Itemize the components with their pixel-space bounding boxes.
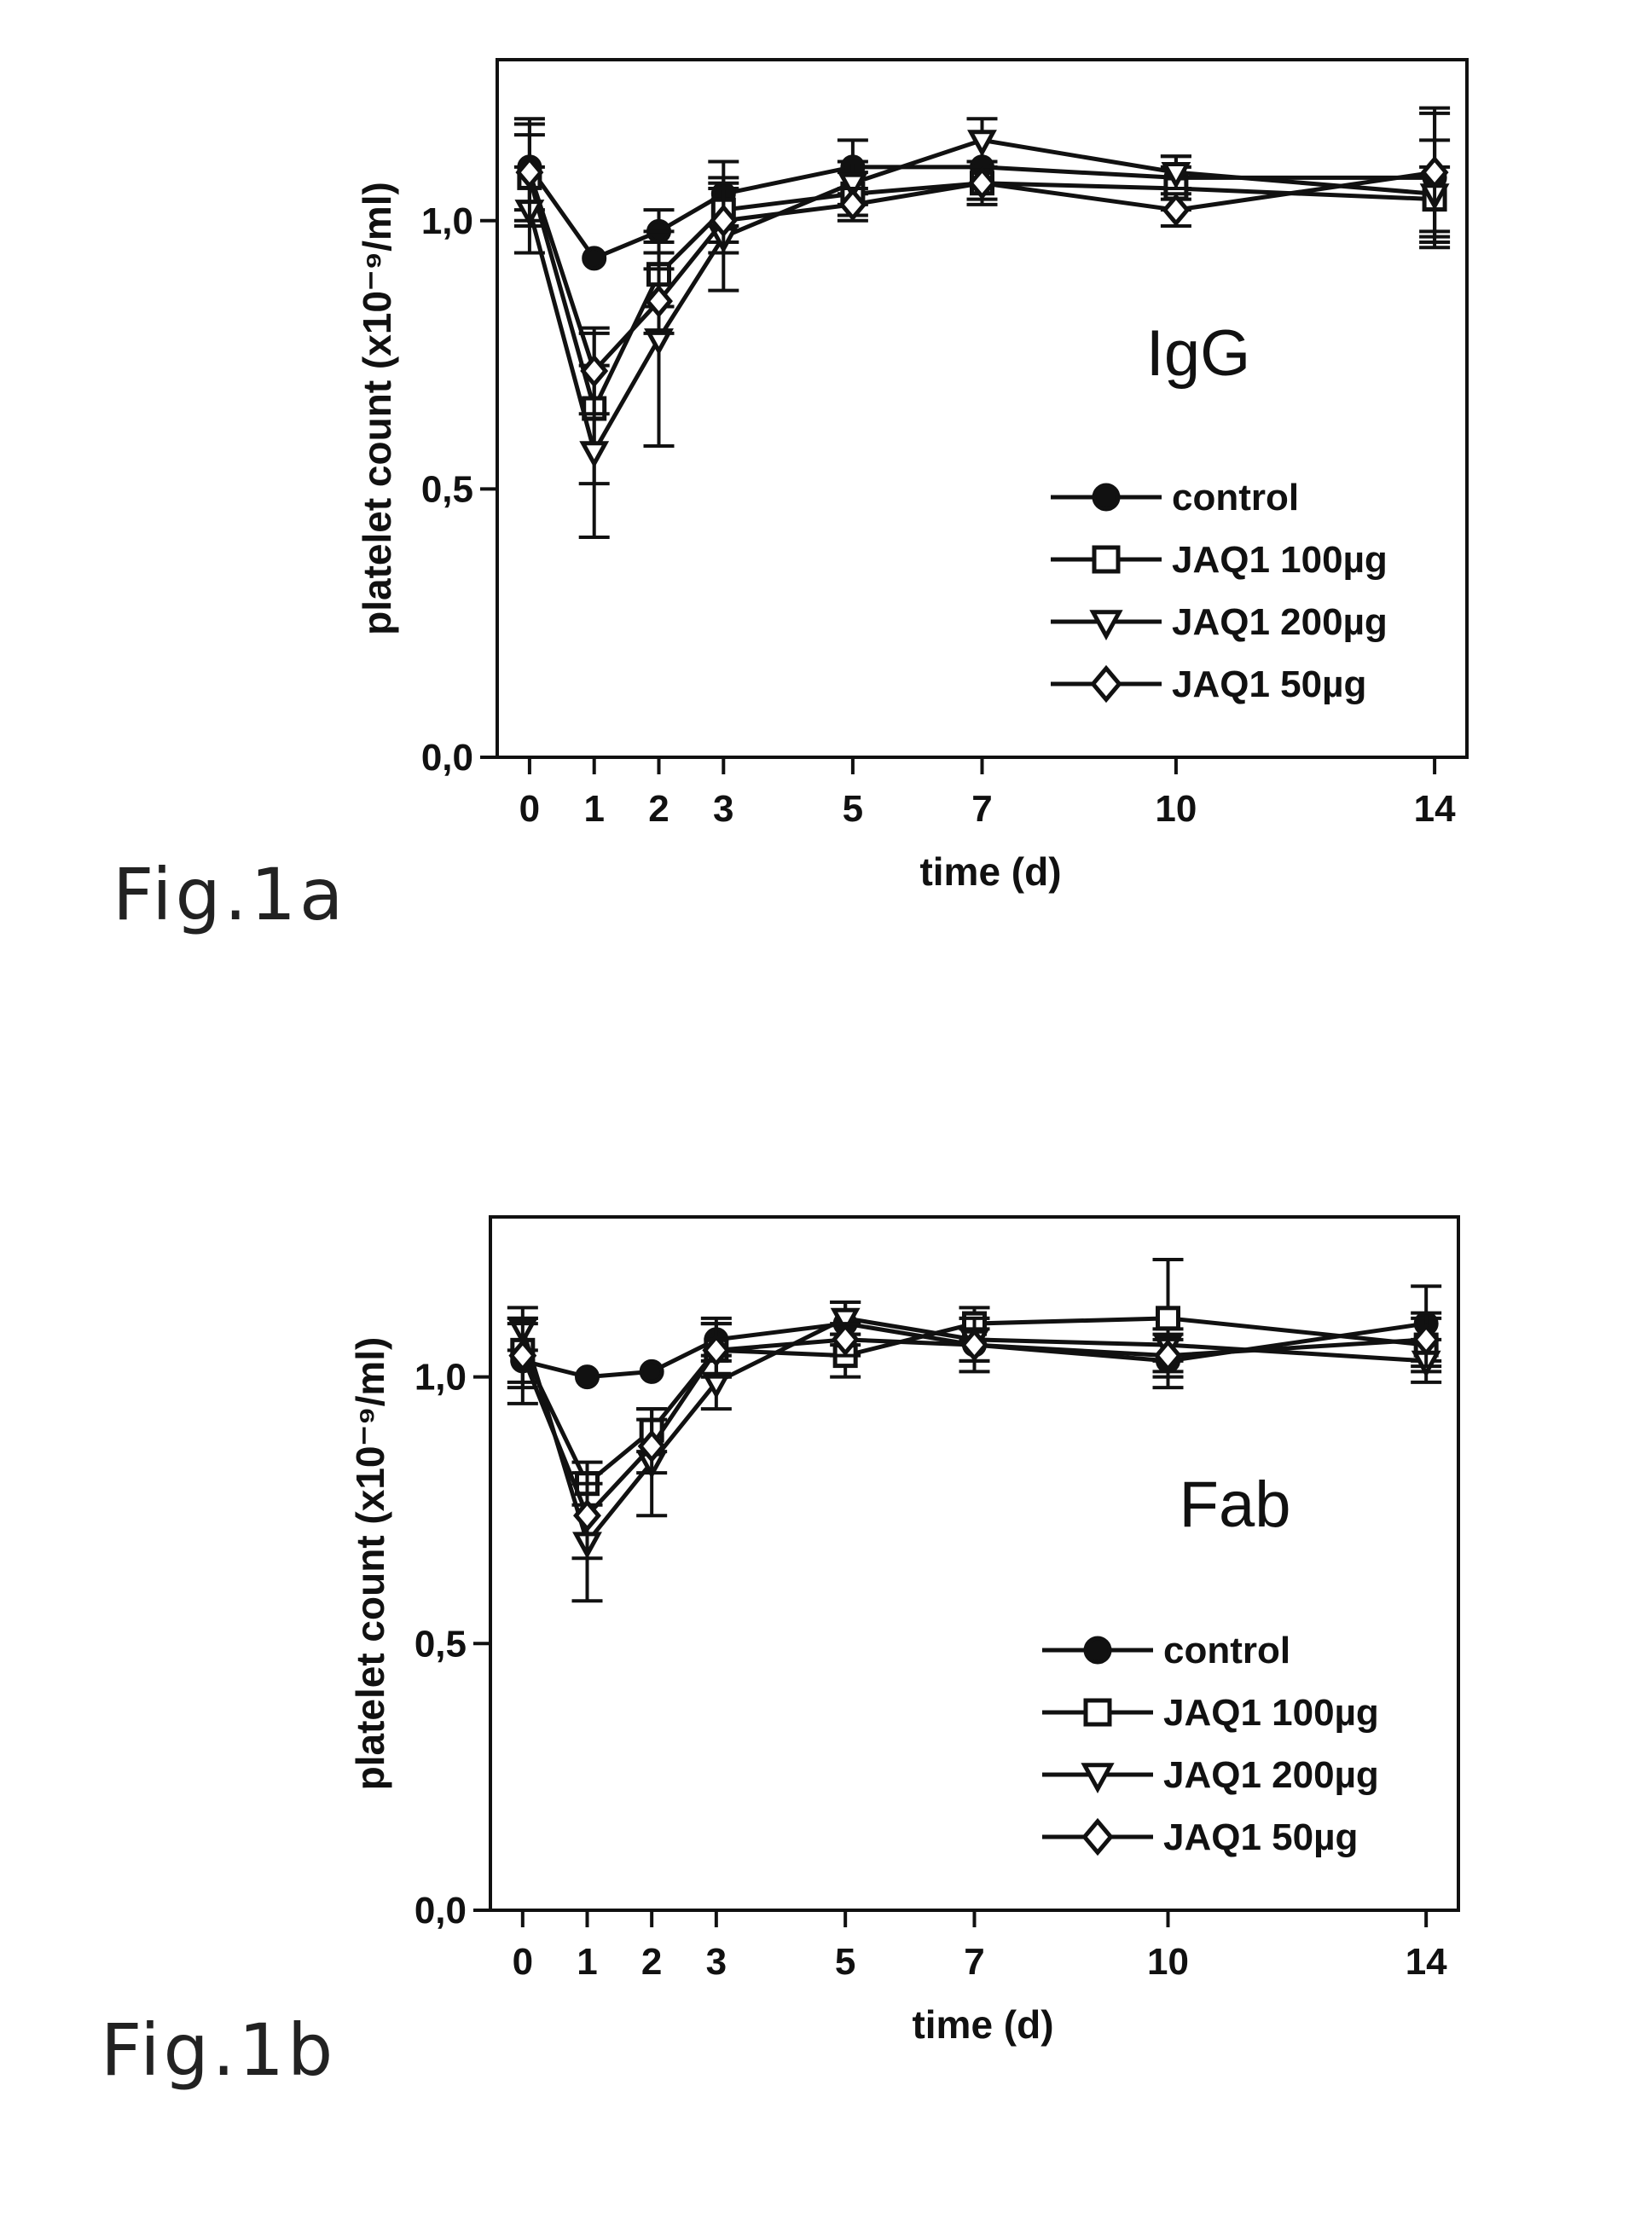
x-tick-label: 0 [513, 1941, 533, 1983]
x-tick-label: 3 [706, 1941, 727, 1983]
y-tick-label: 0,0 [414, 1890, 467, 1932]
x-tick-label: 2 [641, 1941, 662, 1983]
x-tick-label: 5 [843, 788, 863, 830]
x-tick-label: 2 [648, 788, 669, 830]
data-point [641, 1361, 662, 1382]
legend-marker [1086, 1638, 1110, 1662]
y-axis-title: platelet count (x10⁻⁹/ml) [355, 182, 399, 635]
y-tick-label: 0,5 [414, 1623, 467, 1665]
x-tick-label: 14 [1406, 1941, 1447, 1983]
x-tick-label: 3 [713, 788, 733, 830]
x-axis-title: time (d) [912, 2002, 1053, 2047]
x-tick-label: 5 [835, 1941, 855, 1983]
y-axis-title: platelet count (x10⁻⁹/ml) [348, 1337, 392, 1791]
y-tick-label: 1,0 [421, 200, 473, 242]
series-3 [507, 1313, 1441, 1559]
x-tick-label: 7 [971, 788, 992, 830]
figure-label: Fig.1b [101, 2008, 336, 2092]
legend-marker [1085, 1765, 1111, 1789]
x-tick-label: 1 [577, 1941, 597, 1983]
chart-1a-svg: 0,0 0,5 1,0 0 1 2 3 5 7 10 14 time (d) platelet coun… [0, 0, 1652, 1109]
legend-label: JAQ1 100µg [1163, 1692, 1379, 1734]
data-point [971, 132, 993, 153]
legend: control JAQ1 100µg JAQ1 200µg JAQ1 50µg [1051, 477, 1388, 705]
y-tick-label: 0,5 [421, 468, 473, 510]
legend-marker [1094, 547, 1118, 571]
legend-label: JAQ1 50µg [1172, 663, 1366, 705]
data-point [583, 443, 606, 464]
inset-label: IgG [1146, 317, 1251, 390]
figure-label: Fig.1a [113, 853, 346, 936]
x-tick-label: 10 [1147, 1941, 1189, 1983]
x-axis-title: time (d) [919, 849, 1061, 894]
legend-marker [1093, 612, 1120, 636]
inset-label: Fab [1180, 1468, 1291, 1541]
legend-label: control [1163, 1630, 1290, 1671]
y-tick-label: 1,0 [414, 1357, 467, 1399]
data-point [1158, 1308, 1179, 1329]
data-point [577, 1367, 598, 1387]
x-tick-label: 0 [519, 788, 540, 830]
legend: control JAQ1 100µg JAQ1 200µg JAQ1 50µg [1042, 1630, 1379, 1858]
x-tick-label: 1 [583, 788, 604, 830]
figure-1a: 0,0 0,5 1,0 0 1 2 3 5 7 10 14 time (d) platelet coun… [0, 0, 1652, 1109]
legend-label: JAQ1 200µg [1163, 1754, 1379, 1796]
legend-marker [1093, 669, 1120, 699]
legend-marker [1085, 1822, 1111, 1852]
legend-label: JAQ1 200µg [1172, 601, 1388, 643]
legend-label: control [1172, 477, 1299, 518]
data-point [584, 248, 605, 269]
legend-marker [1094, 485, 1118, 509]
x-tick-label: 14 [1414, 788, 1456, 830]
legend-label: JAQ1 50µg [1163, 1816, 1358, 1858]
legend-label: JAQ1 100µg [1172, 539, 1388, 581]
legend-marker [1086, 1700, 1110, 1724]
x-tick-label: 7 [964, 1941, 984, 1983]
x-tick-label: 10 [1155, 788, 1197, 830]
y-tick-label: 0,0 [421, 737, 473, 779]
figure-1b: 0,0 0,5 1,0 0 1 2 3 5 7 10 14 time (d) platelet coun… [0, 1109, 1652, 2236]
